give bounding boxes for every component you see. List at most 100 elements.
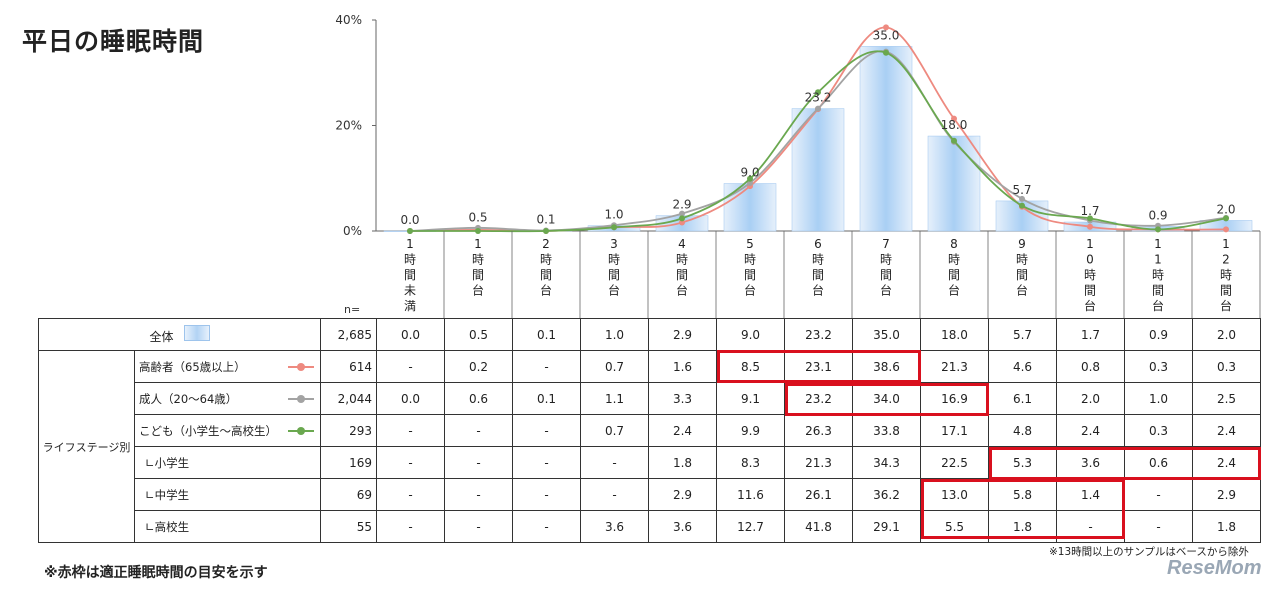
value-cell: 23.2 [784, 382, 853, 415]
line-point [815, 105, 821, 112]
footnote-exclusion: ※13時間以上のサンプルはベースから除外 [1049, 546, 1249, 558]
line-point [747, 175, 753, 182]
category-label: 1 1 時間台 [1152, 237, 1164, 313]
n-cell: 614 [320, 350, 377, 383]
row-label-cell: ∟高校生 [134, 510, 321, 543]
data-table: 全体 2,685 0.0 0.5 0.1 1.0 2.9 9.0 23.2 35.0 18.0 5.7… [38, 318, 1261, 543]
value-cell: - [376, 350, 445, 383]
value-cell: 1.1 [580, 382, 649, 415]
page-title: 平日の睡眠時間 [22, 27, 205, 56]
n-cell: 69 [320, 478, 377, 511]
category-label: 1 時間台 [472, 237, 484, 298]
line-point [883, 49, 889, 56]
category-label: 9 時間台 [1016, 237, 1028, 298]
y-tick-label: 20% [335, 119, 362, 133]
value-cell: 4.8 [988, 414, 1057, 447]
bar-value-label: 23.2 [805, 91, 832, 105]
value-cell: 9.1 [716, 382, 785, 415]
value-cell: 1.8 [648, 446, 717, 479]
value-cell: 3.6 [1056, 446, 1125, 479]
row-label: こども（小学生～高校生） [139, 423, 277, 438]
value-cell: 9.9 [716, 414, 785, 447]
value-cell: 0.0 [376, 382, 445, 415]
value-cell: 1.0 [580, 318, 649, 351]
value-cell: - [1124, 510, 1193, 543]
category-label: 2 時間台 [540, 237, 552, 298]
value-cell: 2.9 [648, 478, 717, 511]
line-point [1019, 195, 1025, 202]
value-cell: 2.0 [1056, 382, 1125, 415]
bar-value-label: 5.7 [1012, 183, 1031, 197]
line-point [815, 89, 821, 96]
value-cell: - [444, 414, 513, 447]
value-cell: - [512, 446, 581, 479]
line-point [543, 228, 549, 234]
value-cell: - [376, 414, 445, 447]
line-point [951, 137, 957, 144]
n-label: n= [344, 303, 360, 316]
category-label: 5 時間台 [744, 237, 756, 298]
line-point [883, 24, 889, 31]
value-cell: 29.1 [852, 510, 921, 543]
value-cell: 0.2 [444, 350, 513, 383]
value-cell: 17.1 [920, 414, 989, 447]
value-cell: - [580, 446, 649, 479]
bar-total [791, 108, 845, 232]
table-row: ∟中学生 69- - - -2.9 11.6 26.1 36.2 13.0 5.8 1.4-2.9 [39, 478, 1261, 511]
line-point [475, 228, 481, 234]
value-cell: 2.4 [648, 414, 717, 447]
line-point [679, 210, 685, 217]
table-row: こども（小学生～高校生） 293- - -0.7 2.4 9.9 26.3 33.8 17.1 4… [39, 414, 1261, 447]
category-label: 4 時間台 [676, 237, 688, 298]
line-point [1223, 226, 1229, 233]
value-cell: 0.1 [512, 318, 581, 351]
line-point [1019, 202, 1025, 209]
y-tick-label: 0% [343, 224, 362, 238]
bar-legend-swatch [183, 324, 210, 341]
value-cell: 1.0 [1124, 382, 1193, 415]
bar-total [927, 135, 981, 232]
value-cell: 11.6 [716, 478, 785, 511]
category-label: 7 時間台 [880, 237, 892, 298]
table-row: ライフステージ別 高齢者（65歳以上） 614-0.2-0.7 1.6 8.5 23.1 3… [38, 350, 1261, 543]
value-cell: 2.0 [1192, 318, 1261, 351]
value-cell: 2.4 [1056, 414, 1125, 447]
value-cell: 18.0 [920, 318, 989, 351]
n-cell: 55 [320, 510, 377, 543]
value-cell: 0.3 [1124, 414, 1193, 447]
bar-value-label: 2.0 [1216, 202, 1235, 216]
value-cell: - [512, 414, 581, 447]
value-cell: 0.8 [1056, 350, 1125, 383]
value-cell: - [1124, 478, 1193, 511]
bar-value-label: 9.0 [740, 166, 759, 180]
row-label: 高齢者（65歳以上） [139, 359, 246, 374]
legend-line-swatch [288, 362, 314, 372]
value-cell: 26.1 [784, 478, 853, 511]
value-cell: 4.6 [988, 350, 1057, 383]
line-point [1087, 215, 1093, 222]
line-point [951, 115, 957, 122]
category-label: 8 時間台 [948, 237, 960, 298]
value-cell: 2.5 [1192, 382, 1261, 415]
line-point [679, 215, 685, 222]
value-cell: 0.5 [444, 318, 513, 351]
bar-value-label: 35.0 [873, 28, 900, 42]
value-cell: 34.3 [852, 446, 921, 479]
n-cell: 293 [320, 414, 377, 447]
appropriate-sleep-frame [921, 479, 1125, 539]
resemom-logo: ReseMom [1167, 557, 1262, 579]
value-cell: 1.8 [1192, 510, 1261, 543]
row-label: ∟小学生 [145, 455, 190, 470]
value-cell: - [580, 478, 649, 511]
value-cell: 0.3 [1124, 350, 1193, 383]
legend-line-swatch [288, 426, 314, 436]
n-cell: 169 [320, 446, 377, 479]
row-label: ∟中学生 [145, 487, 190, 502]
bar-value-label: 0.1 [536, 212, 555, 226]
row-label-cell: ∟小学生 [134, 446, 321, 479]
value-cell: 2.9 [1192, 478, 1261, 511]
bar-value-label: 2.9 [672, 198, 691, 212]
bar-value-label: 0.5 [468, 210, 487, 224]
row-label: 成人（20～64歳） [139, 391, 238, 406]
bar-value-label: 0.9 [1148, 208, 1167, 222]
